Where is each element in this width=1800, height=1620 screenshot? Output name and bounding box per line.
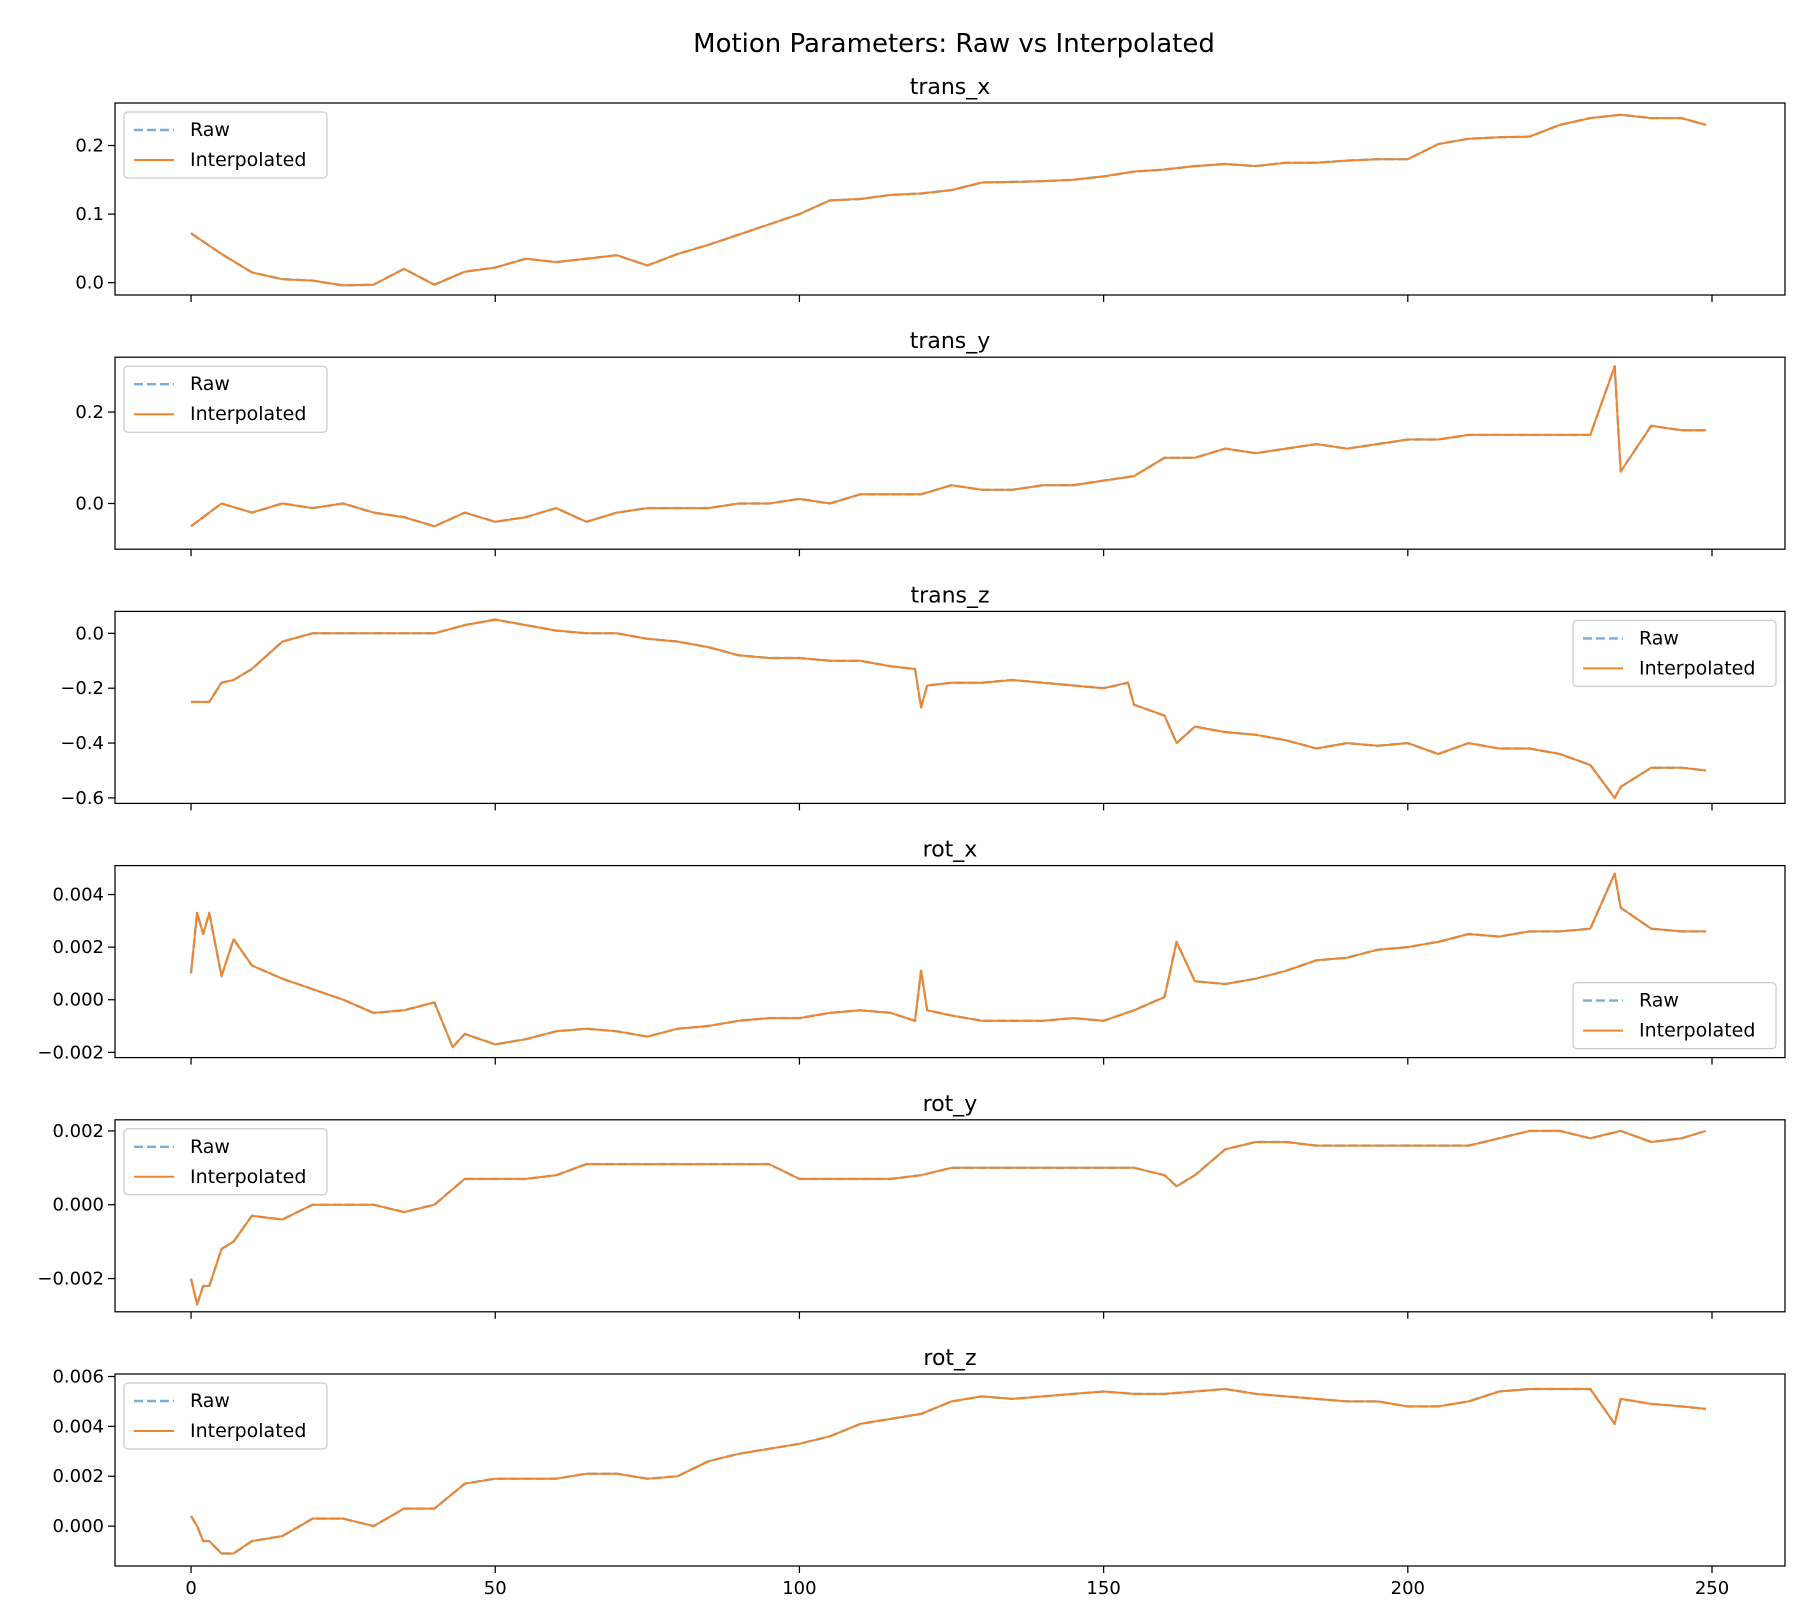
y-tick-label: 0.0 <box>75 493 104 514</box>
series-line-interpolated <box>191 618 1707 799</box>
subplot-title: trans_y <box>910 329 991 354</box>
legend-box <box>123 1382 328 1450</box>
legend: Raw Interpolated <box>123 1382 328 1450</box>
subplot-panels: trans_x 0.0 0.1 0.2 Raw Interpolated trans_y 0.… <box>37 75 1786 1599</box>
subplot-rot-x: rot_x −0.002 0.000 0.002 0.004 Raw Interpolate… <box>37 838 1786 1065</box>
legend-box <box>1572 981 1777 1050</box>
legend-box <box>123 111 328 179</box>
x-tick-label: 200 <box>1391 1578 1425 1599</box>
subplot-title: rot_x <box>923 838 978 863</box>
x-tick-label: 50 <box>484 1578 507 1599</box>
legend-box <box>1572 619 1777 688</box>
y-tick-label: 0.0 <box>75 623 104 644</box>
legend-box <box>123 1128 328 1196</box>
y-tick-label: 0.006 <box>52 1366 104 1387</box>
y-tick-label: 0.004 <box>52 1416 104 1437</box>
legend-label-raw: Raw <box>190 119 230 141</box>
axes-frame <box>114 356 1786 550</box>
y-tick-label: −0.4 <box>60 733 104 754</box>
legend-label-raw: Raw <box>190 1136 230 1158</box>
subplot-title: rot_z <box>923 1346 976 1371</box>
axes-frame <box>114 610 1786 805</box>
x-tick-label: 150 <box>1086 1578 1120 1599</box>
figure-title: Motion Parameters: Raw vs Interpolated <box>693 29 1215 59</box>
y-tick-label: −0.002 <box>37 1042 104 1063</box>
subplot-trans-y: trans_y 0.0 0.2 Raw Interpolated <box>75 329 1786 557</box>
legend-label-interpolated: Interpolated <box>190 403 306 425</box>
series-line-interpolated <box>190 113 1707 287</box>
legend: Raw Interpolated <box>123 1128 328 1196</box>
legend-label-interpolated: Interpolated <box>190 1166 306 1188</box>
subplot-rot-z: rot_z 0.000 0.002 0.004 0.006 0 50 100 150 200 250… <box>52 1346 1786 1599</box>
y-tick-label: 0.2 <box>75 402 104 423</box>
legend-label-interpolated: Interpolated <box>1639 1020 1755 1042</box>
subplot-rot-y: rot_y −0.002 0.000 0.002 Raw Interpolated <box>37 1092 1786 1319</box>
y-tick-label: −0.6 <box>60 788 104 809</box>
y-tick-label: 0.2 <box>75 136 104 157</box>
y-tick-label: 0.002 <box>52 1466 104 1487</box>
legend-label-raw: Raw <box>190 373 230 395</box>
y-tick-label: 0.000 <box>52 1195 104 1216</box>
y-tick-label: 0.002 <box>52 937 104 958</box>
series-line-interpolated <box>190 365 1706 528</box>
legend-label-raw: Raw <box>1639 990 1679 1012</box>
y-tick-label: 0.0 <box>75 273 104 294</box>
legend: Raw Interpolated <box>123 111 328 179</box>
series-line-interpolated <box>190 1129 1707 1306</box>
x-tick-label: 0 <box>185 1578 196 1599</box>
y-tick-label: 0.000 <box>52 1516 104 1537</box>
axes-frame <box>114 864 1786 1059</box>
subplot-trans-x: trans_x 0.0 0.1 0.2 Raw Interpolated <box>75 75 1786 302</box>
legend-label-raw: Raw <box>190 1390 230 1412</box>
legend-label-interpolated: Interpolated <box>190 149 306 171</box>
legend: Raw Interpolated <box>123 365 328 433</box>
y-tick-label: −0.2 <box>60 678 104 699</box>
x-tick-label: 100 <box>782 1578 816 1599</box>
legend: Raw Interpolated <box>1572 981 1777 1050</box>
y-tick-label: 0.1 <box>75 204 104 225</box>
legend: Raw Interpolated <box>1572 619 1777 688</box>
axes-frame <box>114 1373 1786 1567</box>
legend-label-raw: Raw <box>1639 627 1679 649</box>
axes-frame <box>114 102 1786 296</box>
series-line-interpolated <box>190 872 1706 1049</box>
subplot-title: trans_z <box>910 583 989 608</box>
legend-label-interpolated: Interpolated <box>190 1420 306 1442</box>
axes-frame <box>114 1119 1786 1313</box>
y-tick-label: 0.000 <box>52 990 104 1011</box>
legend-box <box>123 365 328 433</box>
legend-label-interpolated: Interpolated <box>1639 657 1755 679</box>
y-tick-label: −0.002 <box>37 1269 104 1290</box>
y-tick-label: 0.004 <box>52 885 104 906</box>
series-line-interpolated <box>190 1388 1707 1555</box>
y-tick-label: 0.002 <box>52 1121 104 1142</box>
subplot-title: rot_y <box>923 1092 978 1117</box>
subplot-title: trans_x <box>910 75 991 100</box>
subplot-trans-z: trans_z −0.6 −0.4 −0.2 0.0 Raw Interpolated <box>60 583 1786 811</box>
x-tick-label: 250 <box>1695 1578 1729 1599</box>
